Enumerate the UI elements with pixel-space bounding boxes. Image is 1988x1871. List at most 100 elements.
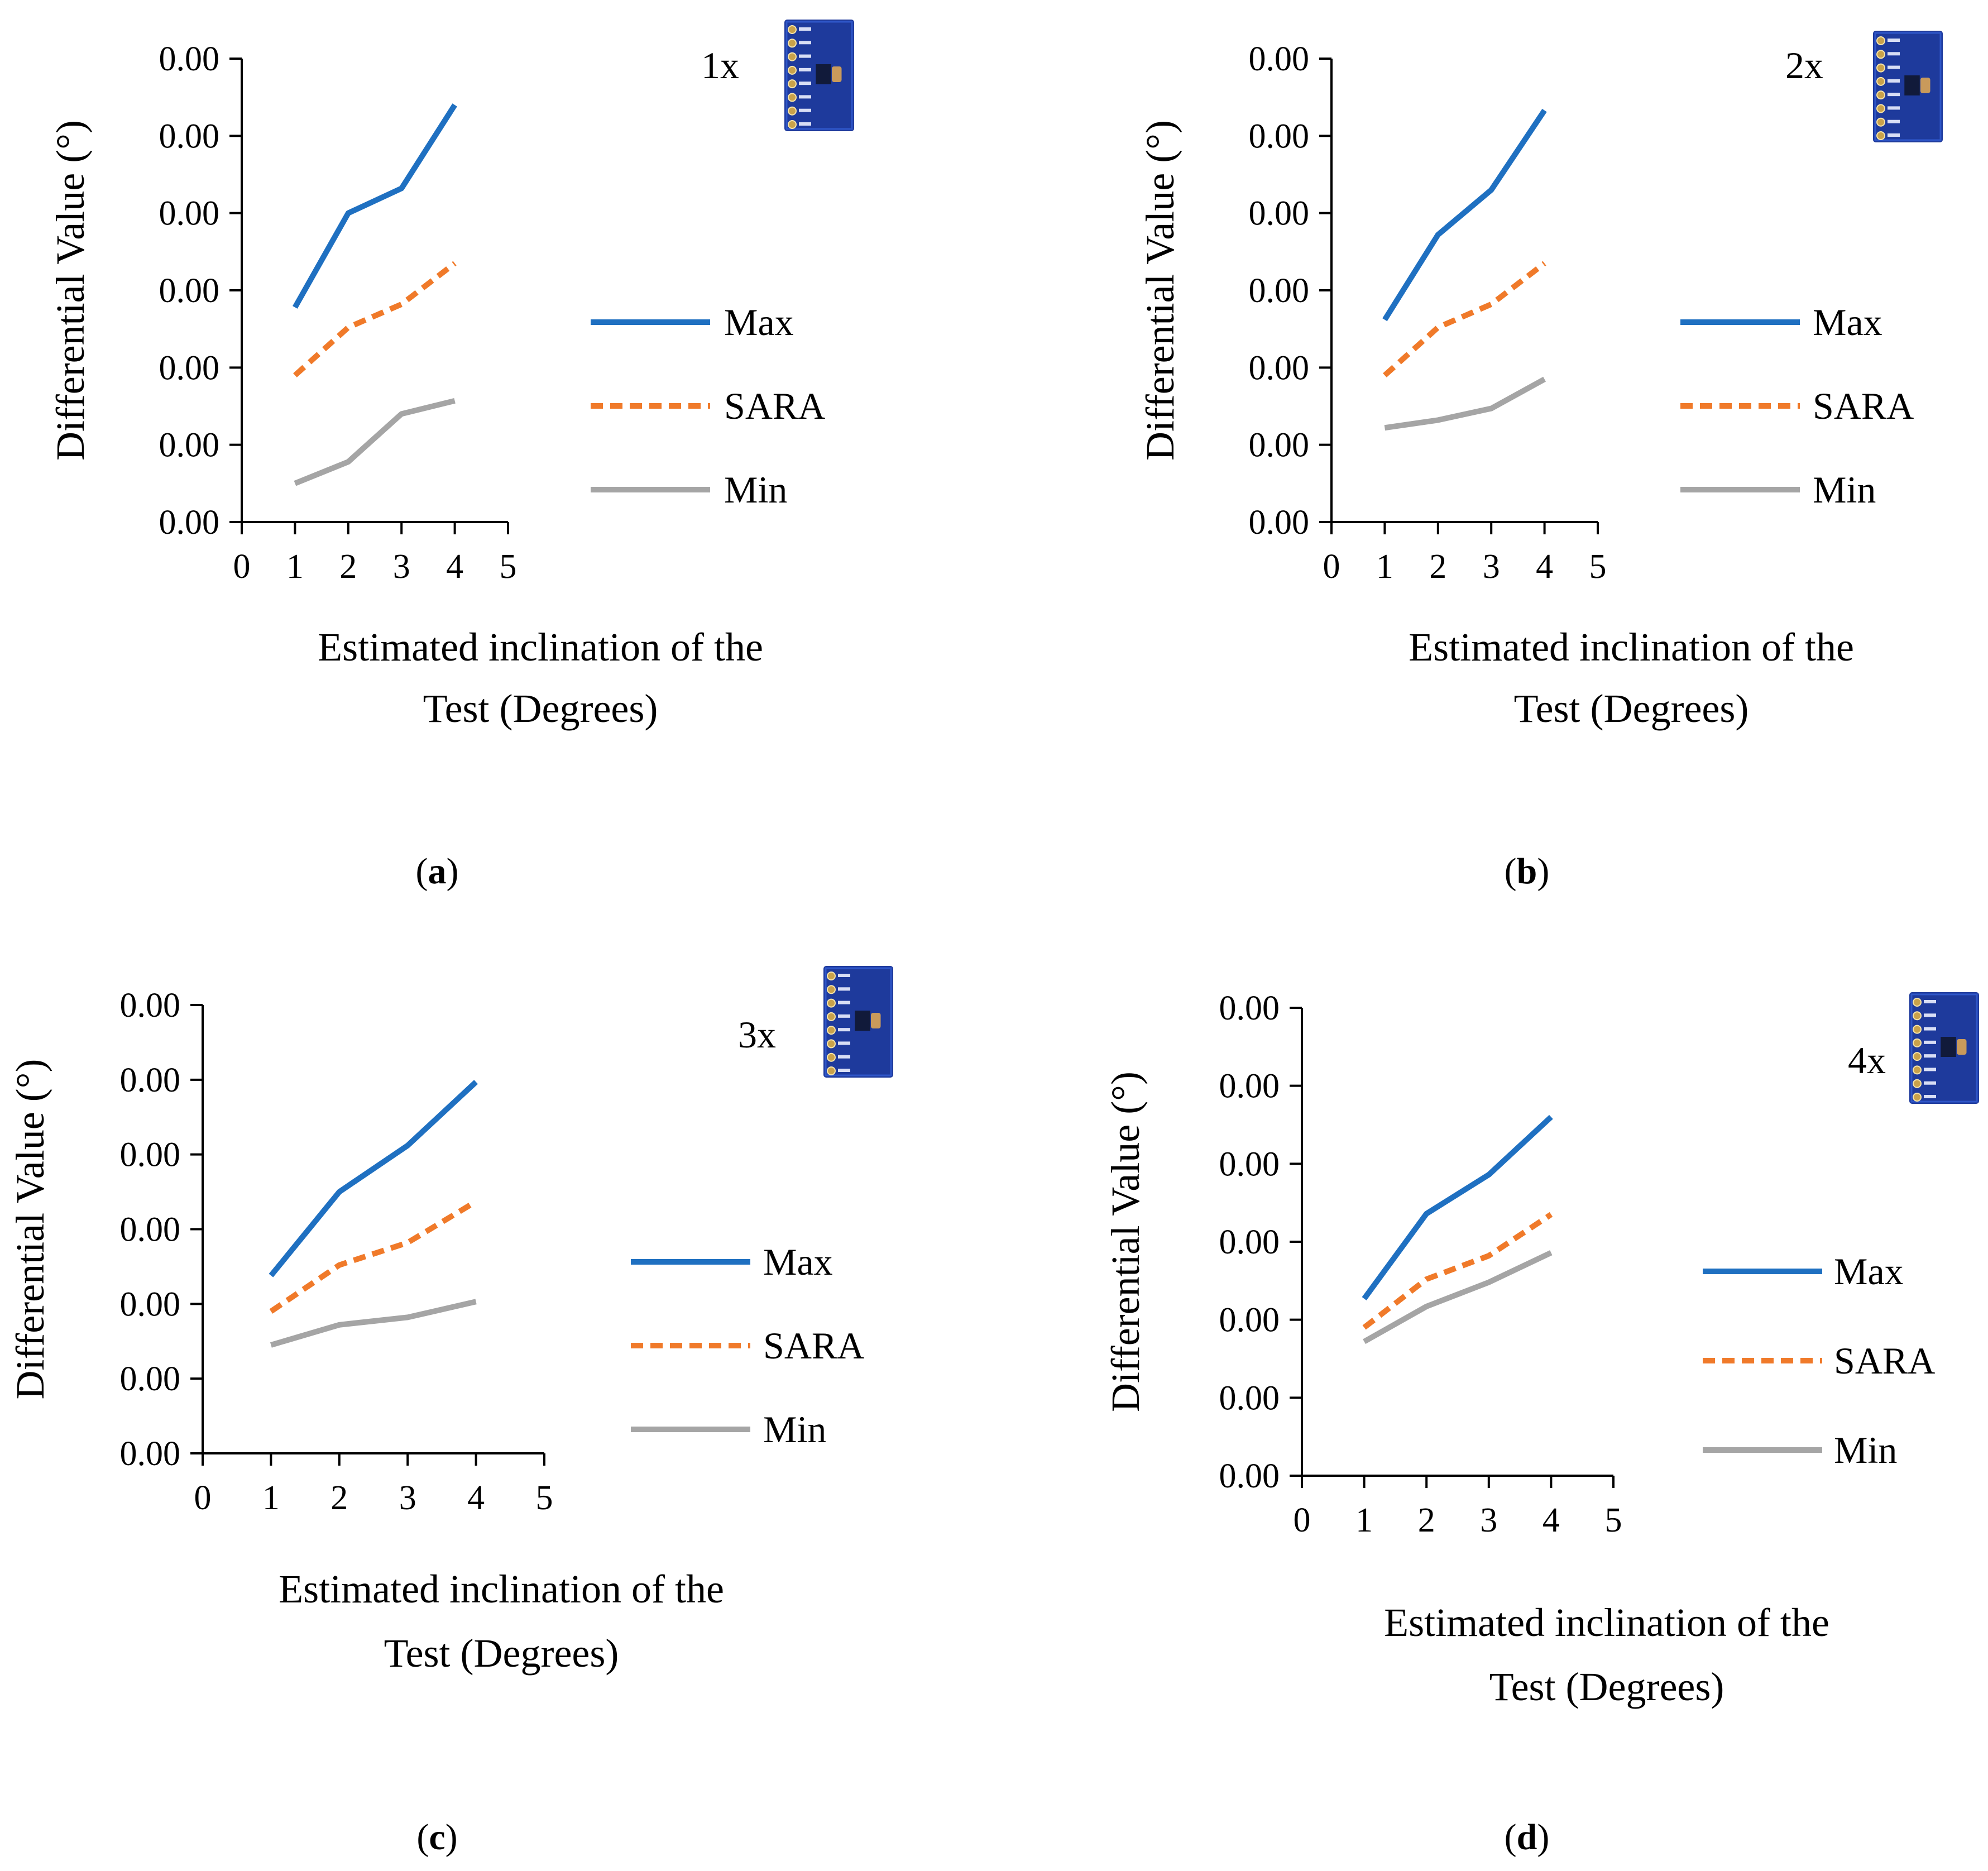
legend-label-sara: SARA [763, 1324, 864, 1367]
board-pin-label [1888, 106, 1900, 110]
board-pin-label [1888, 39, 1900, 42]
caption-close-paren: ) [447, 851, 459, 892]
x-tick-label: 1 [1355, 1501, 1373, 1539]
y-tick-label: 0.00 [1249, 195, 1310, 233]
caption-open-paren: ( [1505, 1817, 1517, 1858]
y-tick-label: 0.00 [120, 1285, 181, 1323]
caption-open-paren: ( [416, 1817, 429, 1858]
x-tick-label: 5 [500, 548, 517, 586]
board-pin [788, 25, 797, 34]
series-line-min [1363, 1250, 1553, 1344]
chart-panel-a: 0.00 0.00 0.00 0.00 0.00 0.00 0.00 0 1 2 3 4 5 Differ… [48, 20, 854, 892]
inset-label: 1x [701, 44, 739, 87]
x-tick-label: 3 [393, 548, 410, 586]
y-tick-label: 0.00 [159, 117, 220, 155]
board-pin [1876, 104, 1885, 113]
x-tick-label: 5 [536, 1479, 553, 1517]
x-axis-title-line1: Estimated inclination of the [279, 1567, 724, 1611]
board-pin-label [1888, 119, 1900, 123]
board-pin [1876, 50, 1885, 59]
board-pin-label [799, 82, 811, 85]
series-line-sara [269, 1199, 478, 1314]
x-tick-label: 2 [1429, 548, 1446, 586]
x-tick-label: 3 [1483, 548, 1500, 586]
y-tick-label: 0.00 [1249, 40, 1310, 78]
x-tick-label: 3 [399, 1479, 416, 1517]
x-axis-title-line2: Test (Degrees) [1489, 1664, 1724, 1709]
x-axis-title-line1: Estimated inclination of the [1384, 1600, 1829, 1645]
board-chip [855, 1011, 870, 1031]
board-pin [1913, 1079, 1922, 1088]
x-tick-label: 4 [467, 1479, 485, 1517]
accelerometer-board-icon [823, 966, 893, 1078]
board-chip [1941, 1037, 1956, 1057]
y-tick-label: 0.00 [1219, 1301, 1280, 1339]
board-pin-label [1924, 1095, 1936, 1098]
y-tick-label: 0.00 [120, 1435, 181, 1473]
series-line-sara [1383, 261, 1546, 377]
legend-label-max: Max [763, 1241, 833, 1283]
y-tick-label: 0.00 [1219, 1457, 1280, 1495]
board-pin [1913, 1011, 1922, 1021]
legend-label-max: Max [1813, 301, 1882, 343]
board-chip [1904, 75, 1920, 95]
x-tick-label: 1 [286, 548, 304, 586]
chart-panel-c: 0.00 0.00 0.00 0.00 0.00 0.00 0.00 0 1 2 3 4 5 Differ… [8, 966, 893, 1858]
y-tick-label: 0.00 [1219, 989, 1280, 1027]
board-pin [1876, 117, 1885, 127]
board-pin-label [1924, 1000, 1936, 1003]
x-tick-label: 3 [1480, 1501, 1497, 1539]
x-axis-title-line2: Test (Degrees) [1514, 686, 1749, 731]
x-axis-title-line2: Test (Degrees) [384, 1631, 619, 1676]
board-pin-label [799, 122, 811, 126]
y-tick-label: 0.00 [1219, 1379, 1280, 1417]
board-pin [827, 1039, 836, 1049]
inset-label: 3x [738, 1013, 776, 1056]
board-pin-label [1924, 1081, 1936, 1085]
caption-letter: c [429, 1817, 445, 1858]
y-tick-label: 0.00 [120, 1136, 181, 1174]
board-pin-label [1924, 1027, 1936, 1031]
board-pin [1876, 76, 1885, 86]
board-pin-label [838, 1041, 850, 1045]
x-axis-title-line2: Test (Degrees) [423, 686, 658, 731]
y-tick-label: 0.00 [1249, 272, 1310, 310]
y-tick-label: 0.00 [159, 272, 220, 310]
series-line-sara [293, 261, 457, 377]
y-tick-label: 0.00 [159, 504, 220, 542]
board-pin-label [799, 41, 811, 45]
y-tick-label: 0.00 [1249, 427, 1310, 465]
board-pin [788, 65, 797, 75]
board-pin [827, 1026, 836, 1035]
y-axis-title: Differential Value (°) [1103, 1071, 1148, 1412]
board-pin-label [838, 1001, 850, 1004]
series-line-max [1382, 108, 1547, 322]
board-pin-label [838, 1028, 850, 1032]
y-tick-label: 0.00 [159, 427, 220, 465]
x-tick-label: 2 [339, 548, 357, 586]
series-line-max [1362, 1114, 1553, 1300]
board-pin [827, 972, 836, 980]
y-tick-label: 0.00 [120, 987, 181, 1025]
x-axis-title-line1: Estimated inclination of the [1409, 625, 1854, 669]
board-pin [827, 998, 836, 1008]
board-pin [1913, 998, 1922, 1007]
legend-label-min: Min [724, 468, 787, 511]
accelerometer-board-icon [784, 20, 854, 131]
board-pin [1876, 90, 1885, 100]
board-pin-label [1924, 1040, 1936, 1044]
y-tick-label: 0.00 [159, 195, 220, 233]
chart-panel-d: 0.00 0.00 0.00 0.00 0.00 0.00 0.00 0 1 2 3 4 5 Differ… [1103, 989, 1979, 1858]
series-line-min [294, 398, 456, 486]
y-tick-label: 0.00 [1249, 349, 1310, 387]
board-pin [788, 120, 797, 129]
board-pin-label [1888, 93, 1900, 97]
board-pin-label [799, 108, 811, 112]
y-tick-label: 0.00 [1219, 1223, 1280, 1261]
caption-letter: b [1517, 851, 1537, 892]
y-tick-label: 0.00 [120, 1360, 181, 1398]
caption-open-paren: ( [1505, 851, 1517, 892]
x-axis-title-line1: Estimated inclination of the [318, 625, 763, 669]
accelerometer-board-icon [1873, 31, 1943, 142]
x-tick-label: 0 [1323, 548, 1340, 586]
